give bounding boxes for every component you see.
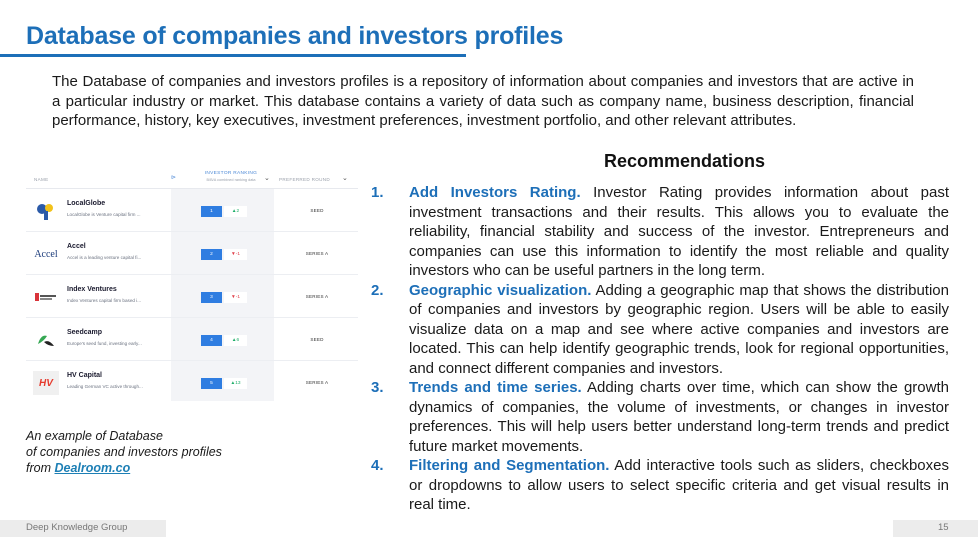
company-description: Leading German VC active through... (67, 384, 143, 389)
list-item: 2. Geographic visualization. Adding a geo… (371, 281, 949, 379)
table-row: Index Ventures Index Ventures capital fi… (26, 275, 358, 318)
item-heading: Filtering and Segmentation. (409, 457, 610, 474)
item-text: Investor Rating provides information abo… (409, 184, 949, 279)
table-header: NAME ⊳ INVESTOR RANKING B/B/A combined r… (26, 167, 358, 189)
company-logo: Accel (33, 242, 59, 266)
item-number: 4. (371, 457, 384, 474)
caption-line-3: from Dealroom.co (26, 460, 256, 476)
column-header-preferred-round: PREFERRED ROUND (279, 177, 330, 182)
ranking-column-background (171, 189, 274, 401)
column-header-investor-ranking: INVESTOR RANKING (204, 171, 258, 176)
company-description: Index Ventures capital firm based i... (67, 298, 142, 303)
preferred-round: SEED (310, 337, 324, 342)
hv-logo-text: HV (39, 377, 53, 389)
item-heading: Geographic visualization. (409, 281, 592, 299)
company-logo (33, 328, 59, 352)
table-row: Accel Accel Accel is a leading venture c… (26, 232, 358, 275)
rank-change: ▲6 (224, 335, 247, 346)
company-name[interactable]: HV Capital (67, 372, 103, 379)
filter-icon: ⊳ (171, 175, 177, 181)
company-logo (33, 285, 59, 309)
caption-line-1: An example of Database (26, 429, 163, 443)
rank-change: ▲2 (224, 206, 247, 217)
column-header-ranking-subtitle: B/B/A combined ranking data (206, 178, 256, 182)
item-heading: Add Investors Rating. (409, 184, 581, 201)
item-number: 2. (371, 281, 384, 299)
recommendations-list: 1. Add Investors Rating. Investor Rating … (371, 183, 949, 515)
company-logo (33, 199, 59, 223)
item-text: Add interactive tools such as sliders, c… (409, 457, 949, 513)
intro-paragraph: The Database of companies and investors … (52, 73, 914, 129)
company-name[interactable]: Seedcamp (67, 329, 103, 336)
company-logo: HV (33, 371, 59, 395)
footer-band-right (893, 520, 978, 537)
dealroom-link[interactable]: Dealroom.co (54, 461, 131, 475)
caption-from: from (26, 461, 55, 475)
item-number: 3. (371, 379, 384, 396)
preferred-round: SERIES A (305, 380, 329, 385)
footer-brand: Deep Knowledge Group (26, 522, 128, 533)
rank-value: 4 (201, 335, 222, 346)
screenshot-caption: An example of Database of companies and … (26, 428, 256, 476)
item-heading: Trends and time series. (409, 379, 582, 396)
rank-change: ▲13 (224, 378, 247, 389)
company-description: Accel is a leading venture capital fi... (67, 255, 142, 260)
accel-logo-text: Accel (34, 248, 58, 260)
list-item: 4. Filtering and Segmentation. Add intera… (371, 456, 949, 515)
column-header-name: NAME (34, 177, 49, 182)
company-name[interactable]: Accel (67, 243, 86, 250)
table-row: HV HV Capital Leading German VC active t… (26, 361, 358, 404)
company-name[interactable]: Index Ventures (67, 286, 117, 293)
table-row: Seedcamp Europe's seed fund, investing e… (26, 318, 358, 361)
page-number: 15 (938, 522, 949, 533)
rank-value: 5 (201, 378, 222, 389)
rank-value: 3 (201, 292, 222, 303)
rank-value: 1 (201, 206, 222, 217)
table-row: LocalGlobe LocalGlobe is Venture capital… (26, 189, 358, 232)
rank-change: ▼-1 (224, 249, 247, 260)
seedcamp-logo-icon (38, 335, 54, 346)
preferred-round: SERIES A (305, 294, 329, 299)
list-item: 1. Add Investors Rating. Investor Rating … (371, 183, 949, 281)
company-description: Europe's seed fund, investing early... (67, 341, 142, 346)
company-name[interactable]: LocalGlobe (67, 200, 106, 207)
chevron-down-icon: ⌄ (264, 175, 270, 182)
list-item: 3. Trends and time series. Adding charts … (371, 378, 949, 456)
localglobe-logo-icon (37, 204, 53, 220)
caption-line-2: of companies and investors profiles (26, 445, 222, 459)
item-text: Adding charts over time, which can show … (409, 379, 949, 455)
page-title: Database of companies and investors prof… (26, 22, 564, 50)
rank-change: ▼-1 (224, 292, 247, 303)
index-ventures-logo-icon (35, 293, 56, 301)
preferred-round: SEED (310, 208, 324, 213)
database-screenshot: NAME ⊳ INVESTOR RANKING B/B/A combined r… (26, 167, 358, 403)
title-underline (0, 54, 466, 57)
recommendations-title: Recommendations (604, 151, 766, 171)
chevron-down-icon: ⌄ (342, 175, 348, 182)
footer-band-left (0, 520, 166, 537)
preferred-round: SERIES A (305, 251, 329, 256)
company-description: LocalGlobe is Venture capital firm ... (67, 212, 141, 217)
item-text: Adding a geographic map that shows the d… (409, 281, 949, 377)
rank-value: 2 (201, 249, 222, 260)
item-number: 1. (371, 184, 384, 201)
